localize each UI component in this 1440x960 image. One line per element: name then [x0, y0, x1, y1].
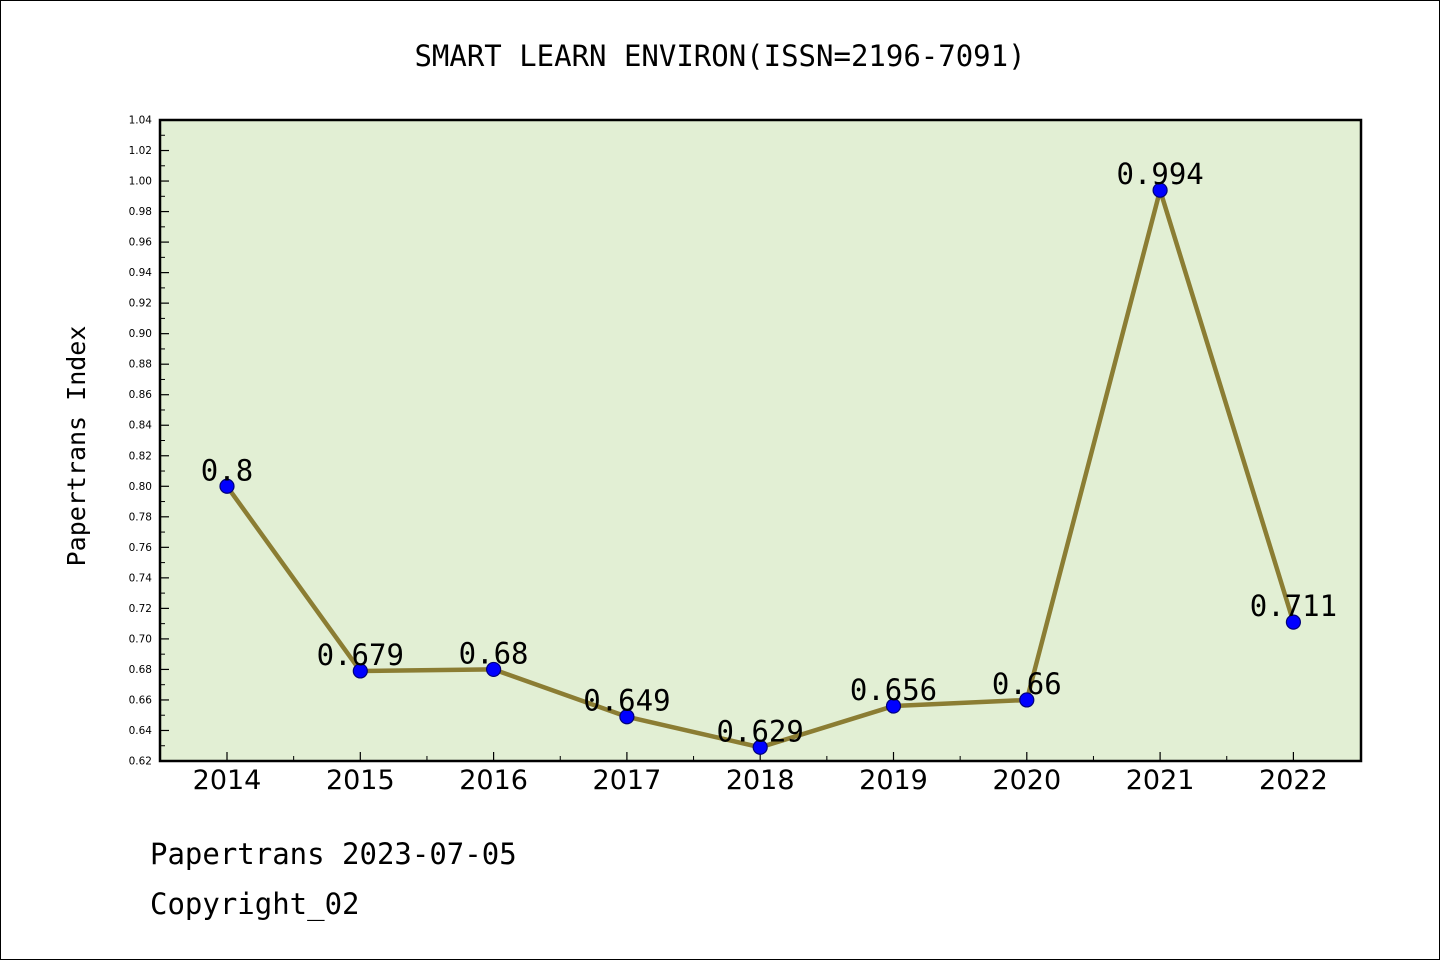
plot-area	[160, 120, 1361, 761]
y-tick-label: 0.72	[129, 603, 152, 615]
chart-title: SMART LEARN ENVIRON(ISSN=2196-7091)	[414, 39, 1025, 73]
y-tick-label: 0.62	[129, 756, 152, 768]
x-tick-label: 2020	[992, 765, 1061, 796]
data-label: 0.711	[1250, 589, 1337, 623]
x-axis-ticks: 2014 2015 2016 2017 2018 2019 2020 2021 2022	[193, 752, 1328, 796]
footer-copyright: Copyright_02	[150, 887, 360, 922]
y-tick-label: 0.96	[129, 237, 153, 249]
data-label: 0.649	[583, 684, 670, 718]
y-tick-label: 0.88	[129, 359, 152, 371]
y-tick-label: 0.64	[129, 725, 153, 737]
data-label: 0.66	[992, 667, 1062, 701]
y-tick-label: 0.78	[129, 511, 152, 523]
x-tick-label: 2017	[593, 765, 662, 796]
y-tick-label: 1.02	[129, 145, 152, 157]
y-tick-label: 0.80	[129, 481, 152, 493]
data-point	[486, 661, 502, 678]
x-tick-label: 2018	[726, 765, 795, 796]
y-tick-label: 1.04	[129, 115, 153, 127]
data-point	[352, 663, 368, 679]
x-tick-label: 2021	[1126, 765, 1195, 796]
y-tick-label: 0.90	[129, 328, 152, 340]
data-label: 0.8	[201, 453, 253, 487]
y-tick-label: 0.76	[129, 542, 153, 554]
data-label: 0.68	[459, 636, 529, 670]
data-point	[1152, 182, 1168, 198]
y-tick-label: 0.86	[129, 389, 153, 401]
footer-date: Papertrans 2023-07-05	[150, 837, 517, 871]
y-tick-label: 1.00	[129, 176, 152, 188]
data-point	[885, 698, 902, 714]
data-markers	[219, 182, 1302, 755]
x-tick-label: 2016	[459, 765, 528, 796]
y-tick-label: 0.94	[129, 267, 153, 279]
y-tick-label: 0.92	[129, 298, 152, 310]
data-point	[219, 478, 235, 494]
data-label: 0.679	[317, 638, 404, 672]
x-tick-label: 2019	[859, 765, 928, 796]
y-axis-label: Papertrans Index	[62, 326, 91, 567]
x-tick-label: 2022	[1259, 765, 1328, 796]
data-labels: 0.8 0.679 0.68 0.649 0.629 0.656 0.66 0.994 0.71…	[201, 157, 1337, 748]
data-label: 0.994	[1116, 157, 1203, 191]
y-tick-label: 0.82	[129, 450, 152, 462]
y-tick-label: 0.70	[129, 633, 152, 645]
y-tick-label: 0.98	[129, 206, 152, 218]
y-axis-ticks: 0.62 0.64 0.66 0.68 0.70 0.72 0.74 0.76 0.78 0.80…	[129, 115, 169, 768]
y-tick-label: 0.66	[129, 694, 153, 706]
plot-border	[158, 118, 1363, 763]
data-point	[1019, 692, 1035, 708]
data-label: 0.656	[850, 673, 937, 707]
data-point	[619, 709, 635, 725]
y-tick-label: 0.74	[129, 572, 153, 584]
y-tick-label: 0.84	[129, 420, 153, 432]
x-tick-label: 2015	[326, 765, 395, 796]
x-tick-label: 2014	[193, 765, 262, 796]
y-tick-label: 0.68	[129, 664, 152, 676]
data-point	[752, 739, 768, 755]
data-label: 0.629	[717, 714, 804, 748]
data-point	[1285, 614, 1302, 630]
